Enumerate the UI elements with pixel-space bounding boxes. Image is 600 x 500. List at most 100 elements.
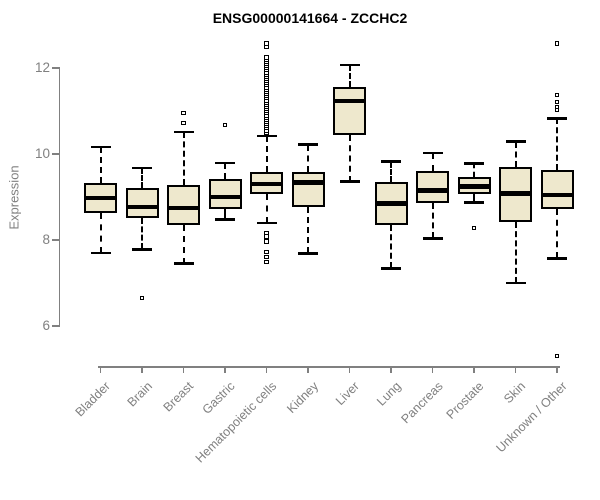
x-category-label: Bladder (73, 379, 114, 420)
lower-whisker (307, 206, 309, 254)
upper-whisker (307, 144, 309, 173)
x-tick (307, 366, 309, 373)
upper-whisker-cap (339, 63, 360, 67)
box (291, 172, 325, 207)
lower-whisker (431, 203, 434, 239)
lower-whisker-cap (256, 221, 277, 225)
x-tick (99, 366, 102, 373)
x-tick (390, 366, 392, 373)
upper-whisker-cap (90, 145, 111, 149)
x-category-label: Breast (160, 379, 197, 415)
median-line (335, 98, 364, 104)
x-tick (348, 366, 351, 373)
x-category-label: Kidney (283, 379, 321, 416)
outlier-point (554, 41, 560, 46)
upper-whisker-cap (256, 134, 277, 138)
outlier-point (264, 249, 269, 255)
y-tick-label: 8 (42, 232, 50, 247)
x-category-label: Gastric (200, 379, 238, 417)
outlier-point (181, 120, 186, 126)
outlier-point (222, 122, 228, 128)
outlier-point (554, 104, 560, 110)
lower-whisker-cap (339, 180, 360, 183)
upper-whisker-cap (298, 143, 318, 146)
lower-whisker (348, 135, 351, 182)
lower-whisker (514, 221, 517, 283)
x-tick (141, 366, 143, 373)
box (416, 170, 449, 204)
outlier-point (139, 295, 145, 301)
upper-whisker-cap (215, 161, 235, 165)
upper-whisker (265, 135, 268, 173)
median-line (169, 205, 198, 211)
box (540, 169, 574, 210)
lower-whisker-cap (132, 248, 152, 251)
outlier-point (554, 353, 560, 359)
upper-whisker-cap (505, 140, 526, 143)
lower-whisker (224, 209, 226, 220)
median-line (501, 191, 530, 196)
lower-whisker-cap (505, 281, 526, 285)
x-tick (431, 366, 434, 373)
upper-whisker (99, 147, 102, 183)
box (167, 184, 200, 225)
outlier-point (554, 99, 560, 105)
upper-whisker (348, 64, 351, 88)
lower-whisker (473, 194, 475, 203)
y-axis-line (58, 67, 60, 327)
upper-whisker-cap (422, 151, 443, 155)
upper-whisker (390, 161, 392, 182)
upper-whisker (514, 141, 517, 168)
upper-whisker-cap (381, 160, 401, 163)
y-tick (52, 239, 60, 241)
upper-whisker-cap (173, 130, 194, 134)
x-category-label: Skin (501, 379, 529, 407)
median-line (293, 180, 323, 185)
x-category-label: Hematopoietic cells (192, 379, 280, 466)
lower-whisker (182, 224, 185, 264)
lower-whisker-cap (90, 251, 111, 255)
outlier-point (264, 239, 269, 244)
box (125, 187, 159, 219)
outlier-point (264, 41, 269, 46)
box (333, 87, 366, 136)
lower-whisker (265, 193, 268, 224)
outlier-point (471, 225, 477, 231)
lower-whisker-cap (422, 237, 443, 240)
x-category-label: Pancreas (398, 379, 446, 427)
outlier-point (264, 259, 269, 265)
x-tick (556, 366, 558, 373)
upper-whisker (556, 118, 558, 170)
upper-whisker (473, 163, 475, 177)
x-category-label: Brain (124, 379, 155, 410)
upper-whisker (182, 132, 185, 185)
x-tick (265, 366, 268, 373)
x-category-label: Liver (333, 379, 363, 409)
lower-whisker-cap (464, 201, 484, 204)
lower-whisker (99, 212, 102, 253)
lower-whisker-cap (381, 267, 401, 270)
box (208, 178, 242, 210)
lower-whisker-cap (215, 218, 235, 221)
median-line (252, 181, 281, 187)
median-line (127, 204, 157, 210)
upper-whisker (141, 168, 143, 188)
lower-whisker-cap (173, 262, 194, 265)
outlier-point (264, 55, 269, 60)
y-tick (52, 153, 60, 155)
outlier-point (264, 254, 269, 260)
x-tick (224, 366, 226, 373)
median-line (86, 195, 115, 201)
outlier-point (554, 92, 560, 98)
median-line (210, 194, 240, 200)
upper-whisker (224, 163, 226, 179)
lower-whisker-cap (298, 252, 318, 255)
upper-whisker-cap (547, 117, 567, 120)
y-tick-label: 6 (42, 318, 50, 333)
y-tick (52, 325, 60, 327)
y-axis-label: Expression (6, 165, 22, 230)
upper-whisker-cap (464, 162, 484, 165)
y-tick (52, 67, 60, 69)
upper-whisker-cap (132, 166, 152, 170)
